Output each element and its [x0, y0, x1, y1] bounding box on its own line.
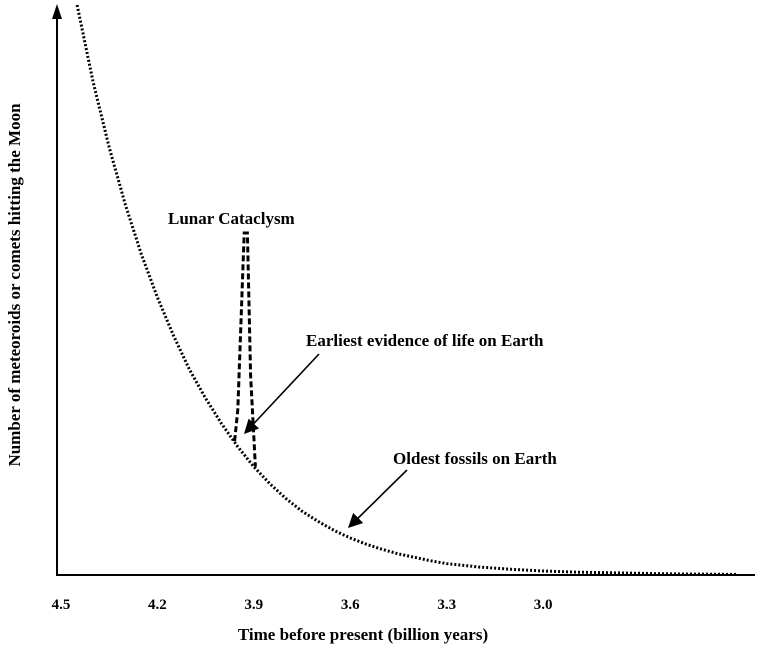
x-tick-label: 3.6 [341, 597, 360, 613]
annotation-lunar-cataclysm: Lunar Cataclysm [168, 209, 295, 228]
series-line-impact-rate [75, 4, 736, 576]
arrow-oldest-fossils [347, 469, 408, 529]
y-axis-title: Number of meteoroids or comets hitting t… [5, 103, 24, 467]
arrow-earliest-life [244, 353, 320, 435]
series-line-cataclysm-spike [233, 231, 257, 467]
annotation-earliest-life: Earliest evidence of life on Earth [306, 331, 544, 350]
x-tick-label: 4.2 [148, 597, 167, 613]
x-axis-title: Time before present (billion years) [238, 625, 488, 644]
annotation-oldest-fossils: Oldest fossils on Earth [393, 449, 557, 468]
x-tick-label: 4.5 [52, 597, 71, 613]
x-tick-labels: 4.5 4.2 3.9 3.6 3.3 3.0 [52, 597, 553, 613]
x-tick-label: 3.3 [437, 597, 456, 613]
y-axis-arrow-icon [52, 4, 62, 19]
x-tick-label: 3.0 [534, 597, 553, 613]
x-tick-label: 3.9 [244, 597, 263, 613]
